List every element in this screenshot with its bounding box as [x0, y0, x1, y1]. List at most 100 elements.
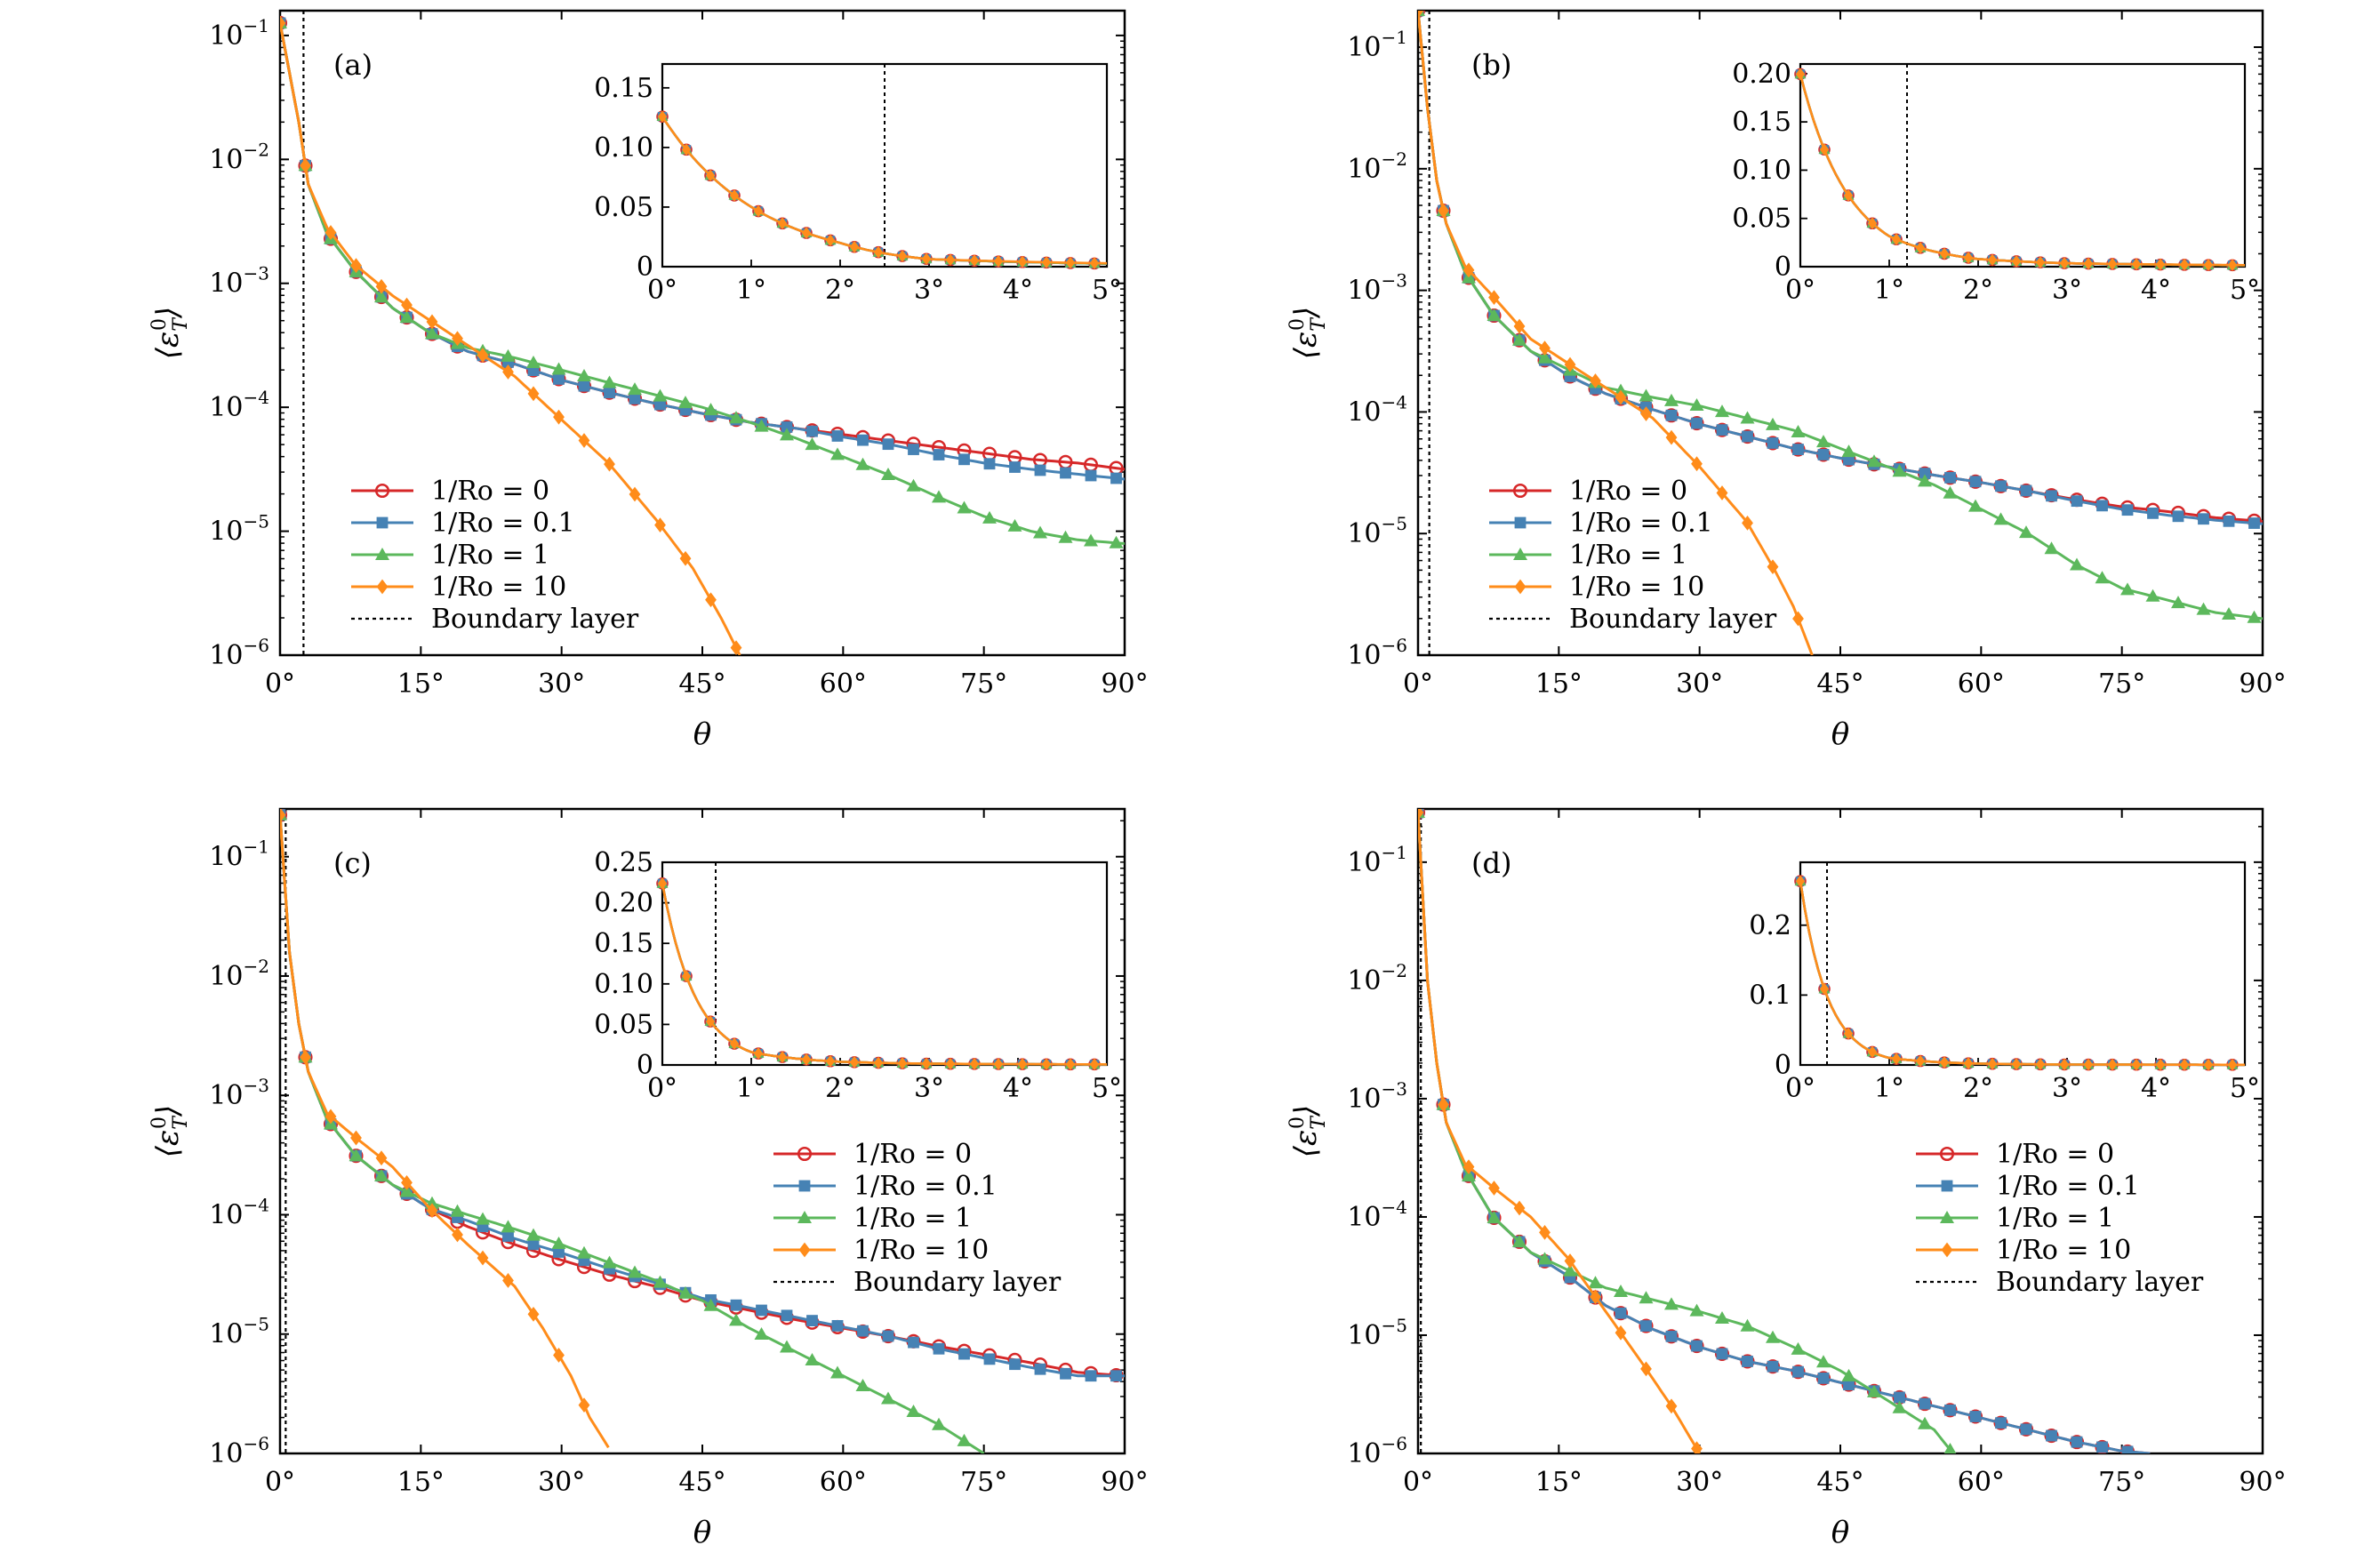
- inset-data-point: [1963, 1057, 1974, 1069]
- data-point: [780, 1340, 794, 1353]
- y-tick-label: 10−2: [209, 956, 269, 992]
- series-ro-10: [280, 15, 742, 655]
- inset-x-tick-label: 4°: [1003, 1073, 1033, 1104]
- data-point: [476, 1212, 490, 1225]
- data-point: [780, 428, 794, 441]
- data-point: [399, 310, 414, 324]
- data-point: [501, 1220, 516, 1233]
- legend-label: 1/Ro = 10: [853, 1235, 989, 1266]
- data-point: [881, 1391, 895, 1405]
- data-point: [1033, 525, 1047, 539]
- legend-label: 1/Ro = 0: [853, 1139, 972, 1170]
- inset-data-point: [2227, 1058, 2238, 1071]
- data-point: [577, 369, 591, 382]
- data-point: [629, 486, 641, 502]
- inset-data-point: [657, 877, 668, 890]
- data-point: [1715, 1311, 1729, 1325]
- data-point: [1060, 1367, 1071, 1380]
- y-tick-label: 10−2: [209, 139, 269, 175]
- inset-x-tick-label: 5°: [1092, 275, 1122, 306]
- data-point: [401, 1174, 413, 1190]
- y-tick-label: 10−6: [1347, 635, 1407, 671]
- data-point: [1009, 461, 1021, 473]
- data-point: [1867, 1384, 1881, 1397]
- x-tick-label: 75°: [2098, 1467, 2145, 1498]
- data-point: [1034, 464, 1046, 476]
- inset-y-tick-label: 0.05: [594, 1009, 653, 1040]
- panel-label: (a): [333, 48, 373, 82]
- legend-label: 1/Ro = 1: [1569, 540, 1687, 571]
- legend: 1/Ro = 01/Ro = 0.11/Ro = 11/Ro = 10Bound…: [1916, 1139, 2204, 1298]
- data-point: [2044, 1428, 2059, 1444]
- x-tick-label: 30°: [538, 668, 585, 700]
- data-point: [577, 1245, 591, 1259]
- inset-series-ro-10: [1795, 875, 2245, 1071]
- inset-data-point: [1963, 252, 1974, 264]
- data-point: [2071, 1436, 2083, 1448]
- legend-label: 1/Ro = 0.1: [1569, 508, 1713, 539]
- data-point: [1007, 518, 1022, 532]
- inset-data-point: [1065, 256, 1076, 269]
- data-point: [957, 1433, 972, 1446]
- data-point: [527, 386, 540, 402]
- data-point: [2019, 525, 2033, 539]
- data-point: [1691, 456, 1703, 472]
- y-tick-label: 10−3: [209, 1075, 269, 1111]
- x-tick-label: 75°: [960, 1467, 1007, 1498]
- data-point: [1590, 1289, 1601, 1305]
- data-point: [1968, 499, 1983, 512]
- data-point: [1944, 1404, 1956, 1416]
- data-point: [374, 1168, 389, 1181]
- data-point: [374, 290, 389, 303]
- data-point: [1993, 1415, 2008, 1430]
- y-tick-label: 10−4: [1347, 391, 1407, 428]
- data-point: [933, 1342, 945, 1355]
- data-point: [1085, 1370, 1097, 1382]
- data-point: [1742, 1356, 1753, 1367]
- inset-data-point: [2107, 1058, 2118, 1071]
- data-point: [1109, 535, 1124, 548]
- y-tick-label: 10−5: [209, 511, 269, 548]
- data-point: [805, 437, 820, 451]
- data-point: [349, 1149, 364, 1162]
- data-point: [1615, 1325, 1627, 1341]
- legend-marker: [797, 1211, 812, 1223]
- data-point: [932, 490, 946, 503]
- data-point: [1486, 308, 1502, 322]
- x-axis-label: θ: [1831, 716, 1849, 752]
- panel-label: (d): [1471, 846, 1511, 880]
- data-point: [1462, 1159, 1475, 1175]
- data-point: [983, 1353, 996, 1365]
- data-point: [1742, 515, 1753, 531]
- data-point: [477, 1250, 489, 1266]
- inset-y-tick-label: 0.25: [594, 847, 653, 878]
- data-point: [932, 1417, 946, 1430]
- data-point: [1918, 1416, 1932, 1429]
- inset-y-tick-label: 0: [1775, 252, 1791, 283]
- x-tick-label: 60°: [820, 668, 867, 700]
- legend-label: 1/Ro = 0: [1996, 1139, 2114, 1170]
- data-point: [2044, 541, 2059, 555]
- data-point: [551, 1236, 566, 1249]
- y-tick-label: 10−6: [209, 635, 269, 671]
- inset-data-point: [1939, 1056, 1950, 1069]
- inset-y-tick-label: 0.10: [1732, 155, 1791, 186]
- inset-data-point: [681, 970, 692, 982]
- data-point: [1740, 1318, 1755, 1332]
- data-point: [502, 1273, 514, 1288]
- data-point: [1993, 512, 2008, 525]
- data-point: [325, 1109, 337, 1125]
- inset-y-tick-label: 0: [1775, 1050, 1791, 1081]
- data-point: [1462, 262, 1475, 278]
- data-point: [1539, 340, 1551, 356]
- x-axis-label: θ: [693, 716, 711, 752]
- data-point: [703, 403, 718, 416]
- y-tick-label: 10−2: [1347, 960, 1407, 997]
- data-point: [527, 1238, 540, 1251]
- inset-frame: [1799, 62, 2247, 268]
- data-point: [957, 500, 972, 514]
- data-point: [1438, 1097, 1449, 1112]
- panel-d: 0° 15° 30° 45° 60° 75° 90° 10−6 10−5 10−4 10−3 10−2…: [1286, 807, 2287, 1550]
- inset-data-point: [1987, 253, 1998, 267]
- data-point: [654, 398, 666, 411]
